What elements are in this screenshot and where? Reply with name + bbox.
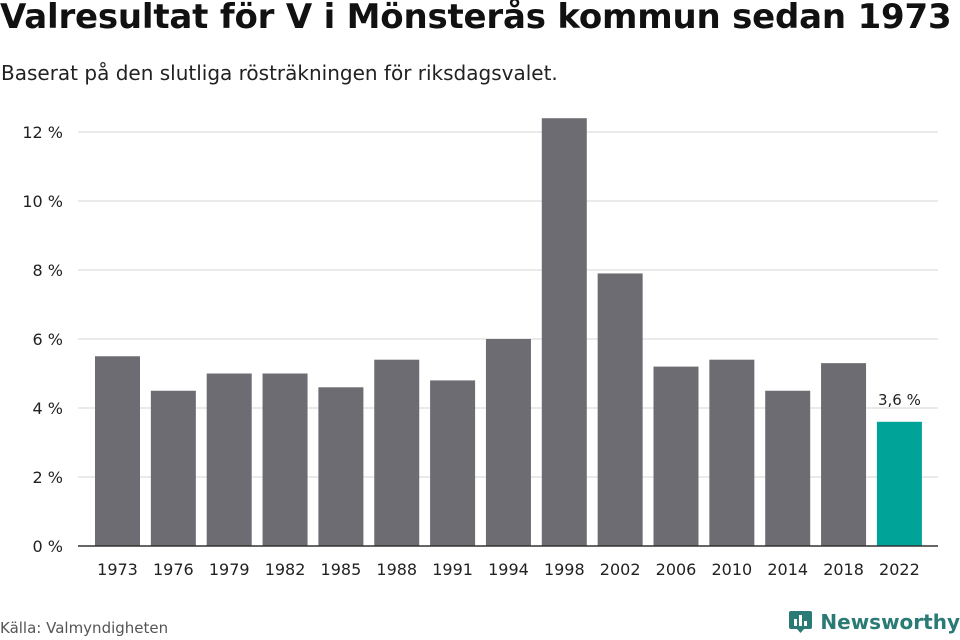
y-tick-label: 2 % (33, 468, 63, 487)
newsworthy-logo-icon (789, 611, 813, 633)
x-tick-label: 1979 (209, 560, 250, 579)
y-tick-label: 8 % (33, 261, 63, 280)
bar-2006 (653, 366, 699, 546)
bar-1979 (206, 373, 252, 546)
x-tick-label: 1973 (97, 560, 138, 579)
x-tick-label: 1988 (376, 560, 417, 579)
y-tick-label: 4 % (33, 399, 63, 418)
y-tick-label: 10 % (22, 192, 63, 211)
y-tick-label: 0 % (33, 537, 63, 556)
x-tick-label: 1982 (265, 560, 306, 579)
bar-2014 (765, 390, 811, 546)
x-tick-label: 1976 (153, 560, 194, 579)
chart-title: Valresultat för V i Mönsterås kommun sed… (0, 0, 952, 37)
bar-1985 (318, 387, 364, 546)
x-tick-label: 2006 (656, 560, 697, 579)
bar-value-label: 3,6 % (878, 391, 921, 409)
bar-2002 (597, 273, 643, 546)
x-tick-label: 1994 (488, 560, 529, 579)
source-note: Källa: Valmyndigheten (0, 619, 169, 637)
bar-1973 (95, 356, 140, 546)
bar-1991 (430, 380, 476, 546)
bar-2018 (821, 363, 867, 546)
bar-1982 (262, 373, 308, 546)
bar-1998 (541, 118, 587, 546)
brand-name: Newsworthy (820, 609, 960, 634)
x-tick-label: 1985 (321, 560, 362, 579)
x-tick-label: 2014 (767, 560, 808, 579)
newsworthy-logo: Newsworthy (788, 609, 960, 634)
y-tick-label: 6 % (33, 330, 63, 349)
x-tick-label: 2010 (711, 560, 752, 579)
x-tick-label: 1991 (432, 560, 473, 579)
bar-2010 (709, 359, 755, 546)
bar-1976 (150, 390, 196, 546)
bar-1988 (374, 359, 420, 546)
bar-chart: 0 % 2 % 4 % 6 % 8 % 10 % 12 % 1973 1976 1979 1982 1… (22, 118, 938, 579)
bar-2022 (876, 421, 922, 546)
x-tick-label: 2002 (600, 560, 641, 579)
x-tick-label: 2018 (823, 560, 864, 579)
y-tick-label: 12 % (22, 123, 63, 142)
bar-1994 (485, 339, 531, 546)
chart-subtitle: Baserat på den slutliga rösträkningen fö… (1, 61, 558, 85)
x-tick-label: 1998 (544, 560, 585, 579)
x-tick-label: 2022 (879, 560, 920, 579)
